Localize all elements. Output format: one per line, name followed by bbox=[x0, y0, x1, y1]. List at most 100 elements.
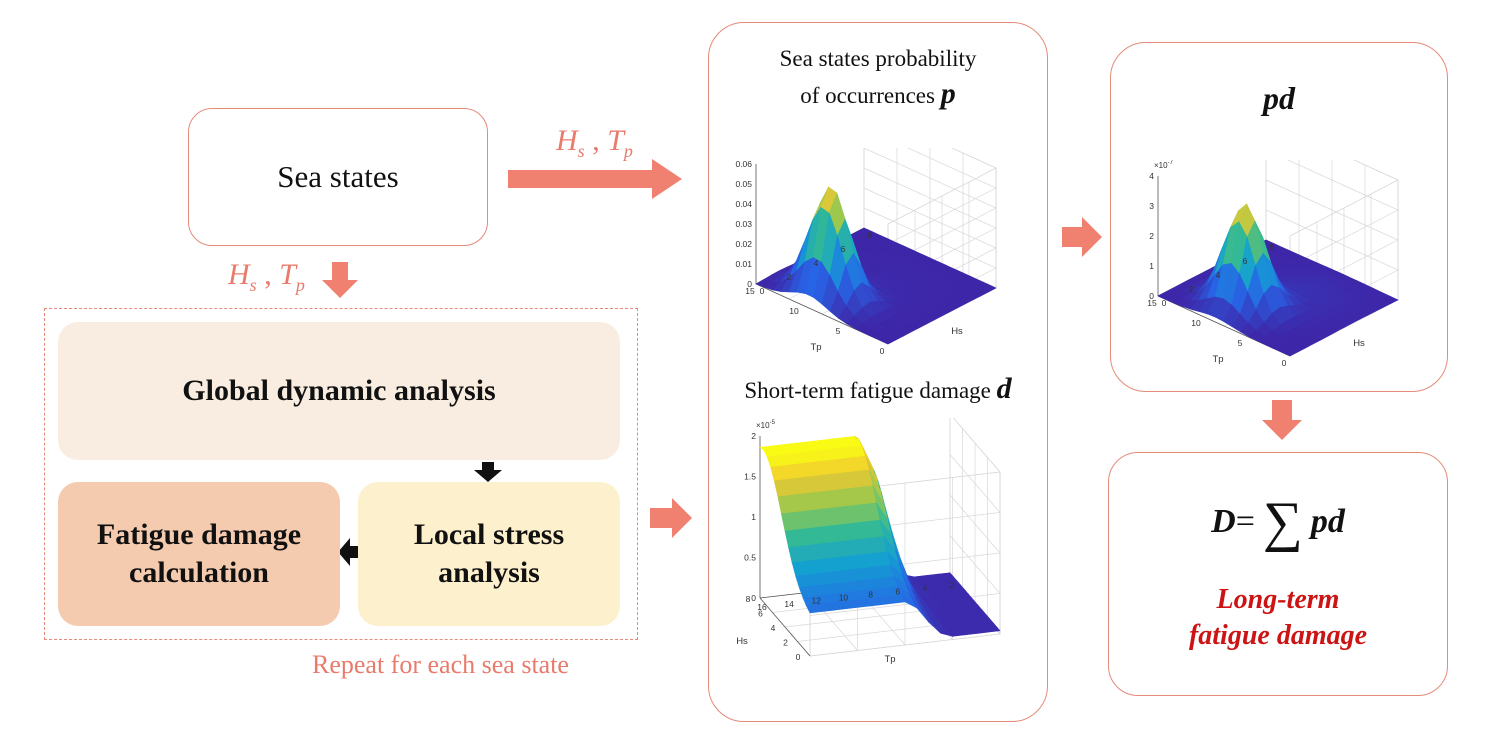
v-tick-label: 12 bbox=[812, 596, 822, 606]
z-tick-label: 0.02 bbox=[735, 239, 752, 249]
v-tick-label: 8 bbox=[868, 230, 873, 240]
arrow-right-loop bbox=[650, 498, 692, 538]
u-tick-label: 5 bbox=[836, 326, 841, 336]
pd-title: pd bbox=[1263, 80, 1295, 116]
u-tick-label: 15 bbox=[1147, 298, 1157, 308]
v-tick-label: 8 bbox=[1270, 242, 1275, 252]
v-tick-label: 2 bbox=[1189, 284, 1194, 294]
axis-multiplier: ×10-5 bbox=[756, 420, 776, 430]
v-tick-label: 4 bbox=[814, 258, 819, 268]
v-tick-label: 16 bbox=[757, 602, 767, 612]
u-tick-label: 6 bbox=[758, 609, 763, 619]
formula-lhs: D bbox=[1211, 503, 1236, 540]
repeat-loop-box bbox=[44, 308, 638, 640]
axis-u bbox=[759, 597, 811, 657]
formula-eq: = bbox=[1235, 503, 1255, 540]
u-tick-label: 2 bbox=[783, 638, 788, 648]
u-tick-label: 15 bbox=[745, 286, 755, 296]
u-tick-label: 8 bbox=[746, 594, 751, 604]
d-title-text: Short-term fatigue damage bbox=[744, 378, 991, 403]
fatigue-label-line2: calculation bbox=[129, 556, 269, 589]
result-line2: fatigue damage bbox=[1188, 620, 1368, 652]
arrow-right-pd bbox=[1062, 217, 1102, 257]
v-tick-label: 6 bbox=[895, 586, 900, 596]
long-term-formula: D = ∑ pd bbox=[1108, 490, 1448, 554]
v-tick-label: 6 bbox=[841, 244, 846, 254]
axis-exponent: -5 bbox=[770, 420, 776, 426]
v-tick-label: 4 bbox=[922, 583, 927, 593]
axis-exponent: -7 bbox=[1168, 160, 1174, 166]
v-tick-label: 0 bbox=[760, 286, 765, 296]
axis-label-v: Hs bbox=[951, 326, 963, 337]
u-tick-label: 5 bbox=[1238, 338, 1243, 348]
surface-patch bbox=[879, 335, 897, 345]
arrow-down-d bbox=[1262, 400, 1302, 440]
surface bbox=[759, 435, 1001, 637]
z-tick-label: 1 bbox=[1149, 261, 1154, 271]
local-stress-analysis-box: Local stress analysis bbox=[358, 482, 620, 626]
u-tick-label: 10 bbox=[1191, 318, 1201, 328]
arrow-left-fatigue bbox=[338, 538, 358, 566]
axis-label-v: Hs bbox=[736, 636, 748, 647]
surface-patch bbox=[984, 626, 1001, 633]
z-tick-label: 0.5 bbox=[744, 553, 756, 563]
global-dynamic-analysis-box: Global dynamic analysis bbox=[58, 322, 620, 460]
u-tick-label: 4 bbox=[771, 623, 776, 633]
local-label-line1: Local stress bbox=[413, 517, 565, 551]
z-tick-label: 2 bbox=[751, 431, 756, 441]
arrow-down-local bbox=[474, 462, 502, 482]
d-chart-title: Short-term fatigue damage d bbox=[712, 372, 1044, 406]
z-tick-label: 0 bbox=[751, 593, 756, 603]
local-label-line2: analysis bbox=[438, 556, 540, 589]
v-tick-label: 0 bbox=[1162, 298, 1167, 308]
arrow-right-top bbox=[508, 159, 682, 199]
z-tick-label: 0.05 bbox=[735, 179, 752, 189]
p-chart-title: Sea states probability of occurrences p bbox=[712, 44, 1044, 113]
z-tick-label: 3 bbox=[1149, 201, 1154, 211]
formula-rhs: pd bbox=[1310, 503, 1345, 540]
hs-tp-label-top: Hs , Tp bbox=[556, 124, 633, 161]
u-tick-label: 0 bbox=[796, 652, 801, 662]
z-tick-label: 2 bbox=[1149, 231, 1154, 241]
repeat-label: Repeat for each sea state bbox=[312, 650, 569, 679]
fatigue-label-line1: Fatigue damage bbox=[96, 517, 302, 551]
p-title-line1: Sea states probability bbox=[779, 46, 977, 71]
z-tick-label: 0 bbox=[747, 279, 752, 289]
axis-label-u: Tp bbox=[810, 342, 821, 353]
z-tick-label: 1 bbox=[751, 512, 756, 522]
u-tick-label: 10 bbox=[789, 306, 799, 316]
sea-states-label: Sea states bbox=[277, 159, 399, 194]
z-tick-label: 1.5 bbox=[744, 472, 756, 482]
d-symbol: d bbox=[996, 372, 1012, 405]
grid-v-line bbox=[854, 483, 906, 646]
long-term-panel bbox=[1108, 452, 1448, 696]
result-line1: Long-term bbox=[1216, 584, 1340, 615]
z-tick-label: 4 bbox=[1149, 171, 1154, 181]
v-tick-label: 8 bbox=[868, 589, 873, 599]
z-tick-label: 0.03 bbox=[735, 219, 752, 229]
surface bbox=[755, 186, 997, 345]
z-tick-label: 0.01 bbox=[735, 259, 752, 269]
v-tick-label: 10 bbox=[839, 593, 849, 603]
z-tick-label: 0.04 bbox=[735, 199, 752, 209]
axis-label-v: Hs bbox=[1353, 338, 1365, 349]
axis-label-u: Tp bbox=[884, 654, 895, 664]
z-tick-label: 0.06 bbox=[735, 159, 752, 169]
z-tick-label: 0 bbox=[1149, 291, 1154, 301]
u-tick-label: 0 bbox=[880, 346, 885, 356]
surface bbox=[1157, 203, 1399, 357]
sea-states-box: Sea states bbox=[188, 108, 488, 246]
v-tick-label: 14 bbox=[784, 599, 794, 609]
formula-sum-symbol: ∑ bbox=[1262, 491, 1303, 553]
fatigue-damage-calculation-box: Fatigue damage calculation bbox=[58, 482, 340, 626]
p-symbol: p bbox=[940, 76, 956, 110]
v-tick-label: 6 bbox=[1243, 256, 1248, 266]
hs-tp-label-down: Hs , Tp bbox=[228, 258, 305, 295]
